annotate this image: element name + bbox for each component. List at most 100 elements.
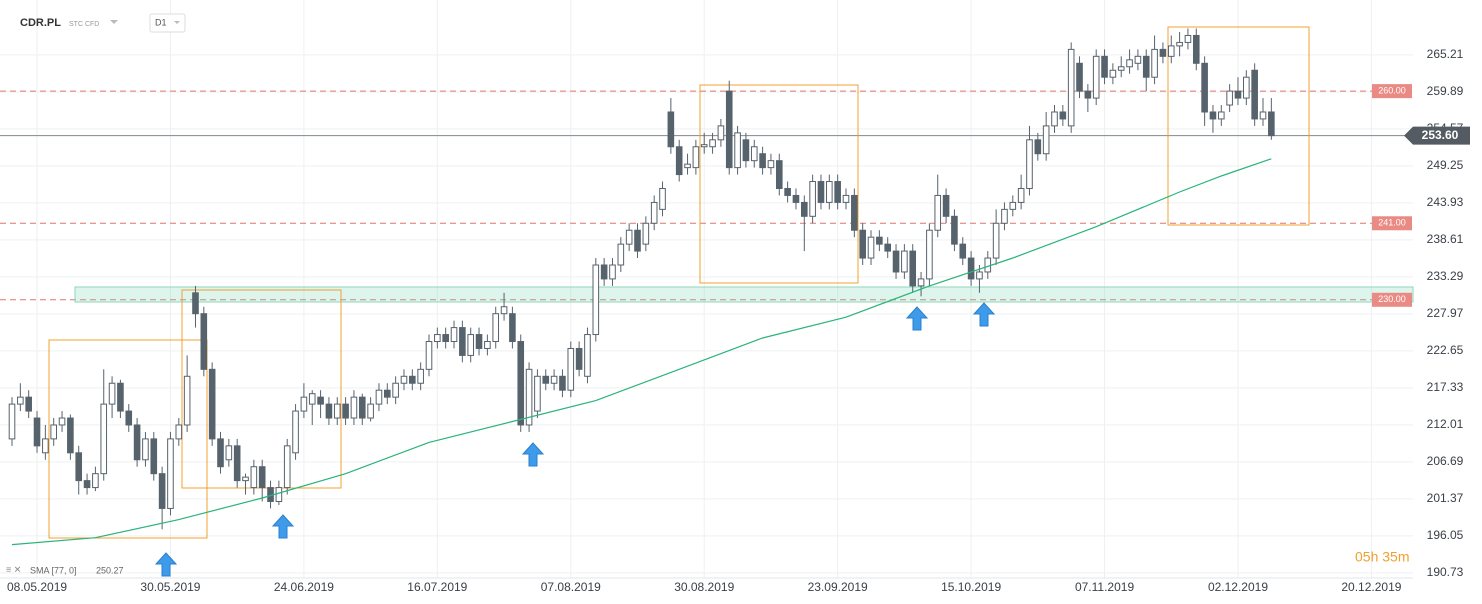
candle-body	[208, 368, 216, 440]
candle-body	[1142, 55, 1150, 78]
up-arrow	[271, 514, 295, 539]
candle-body	[1259, 111, 1267, 120]
x-tick-label: 23.09.2019	[808, 580, 868, 594]
candle-body	[1051, 111, 1058, 127]
candle-body	[600, 264, 608, 280]
candle-body	[25, 396, 32, 412]
market: STC CFD	[69, 21, 99, 28]
candle-body	[575, 347, 583, 370]
candle-body	[859, 229, 866, 259]
level-tag	[1372, 84, 1412, 99]
candle-body	[851, 194, 858, 231]
candle-body	[675, 146, 683, 176]
candle-body	[459, 327, 466, 356]
candle-body	[892, 250, 900, 273]
candle-body	[525, 368, 533, 426]
candle-body	[450, 327, 458, 343]
candle-body	[442, 334, 449, 343]
y-tick-label: 206.69	[1427, 454, 1464, 468]
candle-body	[1067, 48, 1075, 127]
candle-body	[684, 163, 691, 169]
y-tick-label: 201.37	[1427, 491, 1464, 505]
candle-body	[709, 139, 716, 148]
dropdown-icon[interactable]	[110, 20, 118, 24]
candle-body	[75, 452, 83, 482]
candle-body	[1167, 45, 1175, 57]
level-tag	[1372, 216, 1412, 231]
candle-body	[1092, 55, 1100, 99]
candle-body	[1151, 48, 1158, 78]
dropdown-icon[interactable]	[174, 21, 180, 24]
y-tick-label: 190.73	[1427, 565, 1464, 579]
candle-body	[242, 476, 249, 482]
candle-body	[534, 375, 541, 412]
candle-body	[734, 132, 741, 169]
candle-body	[425, 341, 433, 370]
candle-body	[325, 403, 333, 419]
candle-body	[717, 125, 725, 141]
up-arrow	[521, 442, 545, 467]
candle-body	[609, 264, 616, 280]
candle-body	[467, 334, 474, 356]
x-tick-label: 16.07.2019	[407, 580, 467, 594]
candle-body	[150, 438, 158, 475]
candle-body	[1218, 111, 1225, 120]
last-price-label: 253.60	[1422, 128, 1459, 142]
candle-body	[83, 480, 91, 489]
candle-body	[350, 396, 358, 419]
annotation-box	[699, 84, 859, 284]
candle-body	[1159, 48, 1167, 57]
y-tick-label: 238.61	[1427, 232, 1464, 246]
x-tick-label: 30.08.2019	[674, 580, 734, 594]
candle-body	[175, 424, 183, 440]
candle-body	[17, 396, 24, 405]
timeframe-box[interactable]	[149, 13, 186, 33]
up-arrow	[154, 552, 178, 577]
y-tick-label: 259.89	[1427, 84, 1464, 98]
support-zone	[74, 286, 1414, 303]
candle-body	[1026, 139, 1033, 189]
candle-body	[1184, 34, 1192, 43]
candle-body	[417, 368, 424, 384]
candle-body	[784, 187, 791, 196]
y-tick-label: 196.05	[1427, 528, 1464, 542]
x-tick-label: 24.06.2019	[274, 580, 334, 594]
candle-body	[1201, 62, 1208, 113]
candle-body	[1059, 111, 1067, 120]
level-tag	[1372, 292, 1412, 307]
candle-body	[1192, 34, 1200, 64]
candle-body	[475, 334, 483, 349]
symbol: CDR.PL	[20, 17, 61, 29]
candle-body	[617, 243, 625, 266]
level-label: 241.00	[1378, 218, 1406, 228]
candle-body	[225, 445, 233, 461]
candle-body	[1268, 111, 1275, 137]
candle-body	[158, 473, 166, 509]
y-tick-label: 217.33	[1427, 380, 1464, 394]
annotation-box	[48, 339, 208, 539]
candle-body	[100, 403, 108, 475]
annotation-box	[1167, 26, 1310, 226]
timeframe[interactable]: D1	[155, 17, 167, 27]
candle-body	[317, 396, 324, 405]
candle-body	[942, 194, 950, 217]
candle-body	[33, 417, 41, 447]
candle-body	[1017, 187, 1025, 203]
candle-body	[1251, 69, 1258, 120]
candle-body	[492, 313, 500, 343]
candle-body	[1126, 59, 1133, 68]
countdown: 05h 35m	[1355, 549, 1409, 565]
candle-body	[725, 90, 733, 169]
y-tick-label: 227.97	[1427, 306, 1464, 320]
y-tick-label: 249.25	[1427, 158, 1464, 172]
candle-body	[50, 424, 58, 440]
candle-body	[1226, 90, 1233, 106]
y-tick-label: 212.01	[1427, 417, 1464, 431]
indicator-icons[interactable]: ≡ ✕	[6, 564, 21, 574]
x-tick-label: 07.08.2019	[541, 580, 601, 594]
candle-body	[67, 417, 74, 454]
candle-body	[1034, 139, 1042, 155]
candle-body	[92, 473, 99, 489]
level-label: 230.00	[1378, 294, 1406, 304]
candle-body	[650, 201, 658, 224]
